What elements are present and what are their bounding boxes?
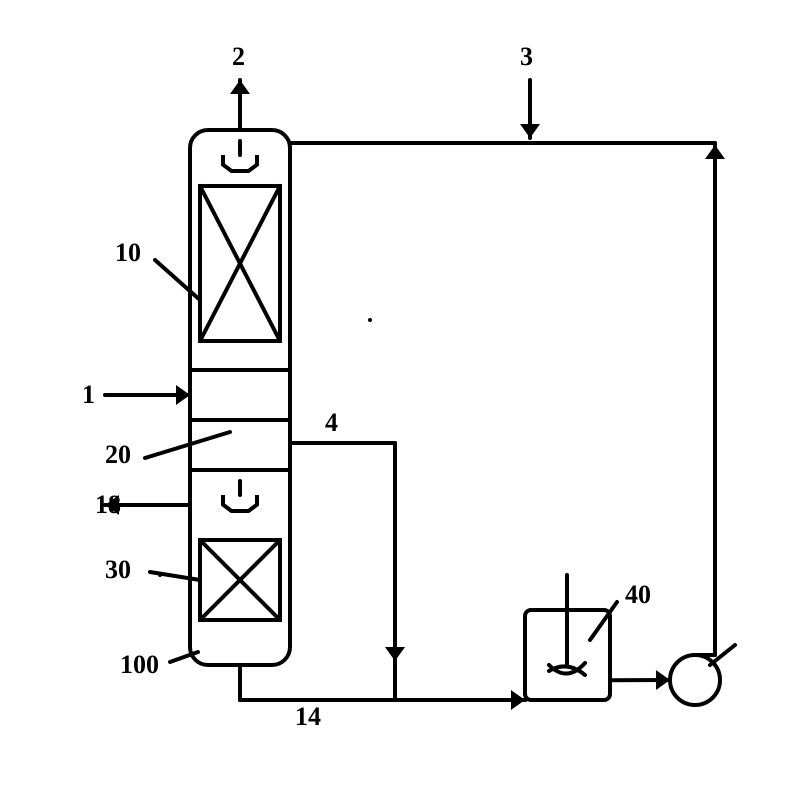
process-diagram xyxy=(0,0,800,805)
label-100: 100 xyxy=(120,650,159,680)
label-1: 1 xyxy=(82,380,95,410)
label-10: 10 xyxy=(115,238,141,268)
label-2: 2 xyxy=(232,42,245,72)
label-18: 18 xyxy=(95,490,121,520)
label-40: 40 xyxy=(625,580,651,610)
label-30: 30 xyxy=(105,555,131,585)
label-20: 20 xyxy=(105,440,131,470)
label-14: 14 xyxy=(295,702,321,732)
label-3: 3 xyxy=(520,42,533,72)
label-4: 4 xyxy=(325,408,338,438)
